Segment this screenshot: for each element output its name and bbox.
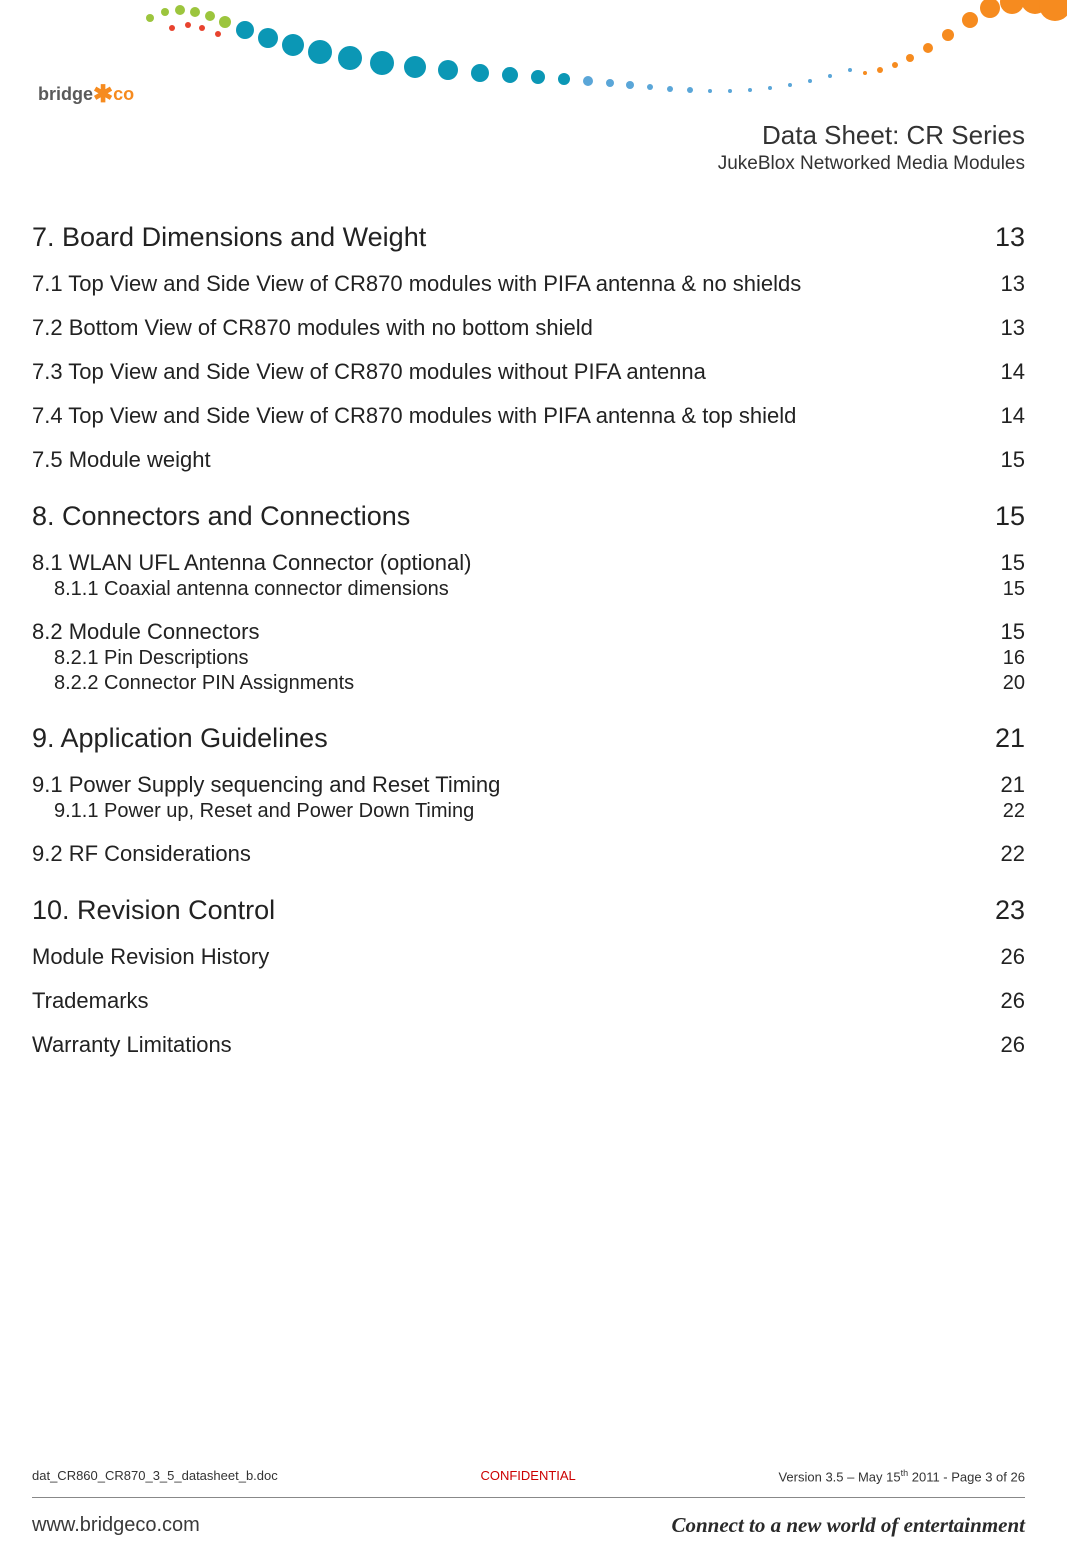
- toc-page-number: 22: [1001, 841, 1025, 867]
- toc-page-number: 14: [1001, 403, 1025, 429]
- toc-title: 7. Board Dimensions and Weight: [32, 222, 975, 253]
- toc-title: 9.1 Power Supply sequencing and Reset Ti…: [32, 772, 981, 798]
- footer-url: www.bridgeco.com: [32, 1514, 200, 1537]
- toc-title: 9.2 RF Considerations: [32, 841, 981, 867]
- toc-page-number: 21: [1001, 772, 1025, 798]
- toc-title: 7.4 Top View and Side View of CR870 modu…: [32, 403, 981, 429]
- toc-title: 9. Application Guidelines: [32, 723, 975, 754]
- toc-title: 8.1 WLAN UFL Antenna Connector (optional…: [32, 550, 981, 576]
- document-header-title: Data Sheet: CR Series JukeBlox Networked…: [718, 120, 1025, 175]
- toc-title: 8. Connectors and Connections: [32, 501, 975, 532]
- swoosh-svg: [0, 0, 1067, 130]
- toc-entry: 7. Board Dimensions and Weight 13: [32, 222, 1025, 253]
- toc-page-number: 15: [1001, 619, 1025, 645]
- toc-entry: 9.2 RF Considerations 22: [32, 841, 1025, 867]
- toc-page-number: 15: [995, 501, 1025, 532]
- toc-page-number: 26: [1001, 1032, 1025, 1058]
- toc-title: Module Revision History: [32, 944, 981, 970]
- toc-entry: 8.2.1 Pin Descriptions 16: [32, 647, 1025, 670]
- toc-title: 7.3 Top View and Side View of CR870 modu…: [32, 359, 981, 385]
- toc-entry: 7.1 Top View and Side View of CR870 modu…: [32, 271, 1025, 297]
- toc-page-number: 13: [1001, 315, 1025, 341]
- toc-entry: 7.5 Module weight 15: [32, 447, 1025, 473]
- toc-entry: 9.1 Power Supply sequencing and Reset Ti…: [32, 772, 1025, 798]
- header-swoosh-graphic: [0, 0, 1067, 130]
- toc-page-number: 15: [1001, 550, 1025, 576]
- toc-entry: 8.1.1 Coaxial antenna connector dimensio…: [32, 578, 1025, 601]
- page-footer: dat_CR860_CR870_3_5_datasheet_b.doc CONF…: [32, 1468, 1025, 1484]
- toc-title: 7.2 Bottom View of CR870 modules with no…: [32, 315, 981, 341]
- bottom-bar: www.bridgeco.com Connect to a new world …: [32, 1513, 1025, 1538]
- toc-page-number: 13: [995, 222, 1025, 253]
- toc-entry: 8.2.2 Connector PIN Assignments 20: [32, 672, 1025, 695]
- toc-title: 8.2.1 Pin Descriptions: [54, 647, 983, 670]
- toc-entry: 8.2 Module Connectors 15: [32, 619, 1025, 645]
- company-logo: bridge✱co: [38, 78, 134, 107]
- toc-page-number: 16: [1003, 647, 1025, 670]
- logo-text-bridge: bridge: [38, 84, 93, 104]
- toc-page-number: 26: [1001, 988, 1025, 1014]
- toc-entry: 9.1.1 Power up, Reset and Power Down Tim…: [32, 800, 1025, 823]
- logo-star-icon: ✱: [93, 81, 113, 108]
- toc-page-number: 15: [1003, 578, 1025, 601]
- toc-page-number: 22: [1003, 800, 1025, 823]
- toc-page-number: 23: [995, 895, 1025, 926]
- toc-title: Trademarks: [32, 988, 981, 1014]
- toc-entry: 7.3 Top View and Side View of CR870 modu…: [32, 359, 1025, 385]
- toc-page-number: 21: [995, 723, 1025, 754]
- footer-divider: [32, 1497, 1025, 1498]
- toc-entry: 9. Application Guidelines 21: [32, 723, 1025, 754]
- logo-text-co: co: [113, 84, 134, 104]
- toc-title: 8.2 Module Connectors: [32, 619, 981, 645]
- toc-entry: 8.1 WLAN UFL Antenna Connector (optional…: [32, 550, 1025, 576]
- toc-page-number: 13: [1001, 271, 1025, 297]
- table-of-contents: 7. Board Dimensions and Weight 13 7.1 Top …: [32, 222, 1025, 1058]
- footer-confidential: CONFIDENTIAL: [480, 1468, 575, 1484]
- toc-entry: Trademarks 26: [32, 988, 1025, 1014]
- toc-entry: 8. Connectors and Connections 15: [32, 501, 1025, 532]
- footer-slogan: Connect to a new world of entertainment: [671, 1513, 1025, 1538]
- toc-page-number: 20: [1003, 672, 1025, 695]
- toc-title: Warranty Limitations: [32, 1032, 981, 1058]
- title-subtitle: JukeBlox Networked Media Modules: [718, 153, 1025, 175]
- toc-entry: 7.4 Top View and Side View of CR870 modu…: [32, 403, 1025, 429]
- toc-title: 8.2.2 Connector PIN Assignments: [54, 672, 983, 695]
- toc-entry: Module Revision History 26: [32, 944, 1025, 970]
- toc-title: 9.1.1 Power up, Reset and Power Down Tim…: [54, 800, 983, 823]
- toc-entry: 7.2 Bottom View of CR870 modules with no…: [32, 315, 1025, 341]
- toc-title: 10. Revision Control: [32, 895, 975, 926]
- toc-page-number: 15: [1001, 447, 1025, 473]
- toc-entry: 10. Revision Control 23: [32, 895, 1025, 926]
- footer-filename: dat_CR860_CR870_3_5_datasheet_b.doc: [32, 1468, 278, 1484]
- toc-page-number: 14: [1001, 359, 1025, 385]
- toc-title: 7.5 Module weight: [32, 447, 981, 473]
- title-main: Data Sheet: CR Series: [718, 120, 1025, 151]
- toc-title: 8.1.1 Coaxial antenna connector dimensio…: [54, 578, 983, 601]
- toc-entry: Warranty Limitations 26: [32, 1032, 1025, 1058]
- footer-version: Version 3.5 – May 15th 2011 - Page 3 of …: [778, 1468, 1025, 1484]
- toc-page-number: 26: [1001, 944, 1025, 970]
- toc-title: 7.1 Top View and Side View of CR870 modu…: [32, 271, 981, 297]
